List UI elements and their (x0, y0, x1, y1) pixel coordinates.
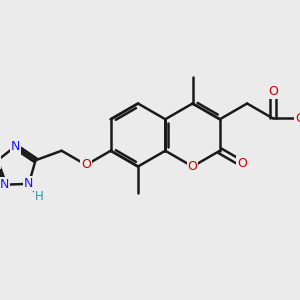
Text: O: O (237, 157, 247, 170)
Text: N: N (0, 155, 1, 168)
Text: O: O (188, 160, 197, 173)
Text: O: O (81, 158, 91, 171)
Text: N: N (24, 177, 34, 190)
Text: H: H (34, 190, 43, 203)
Text: N: N (0, 178, 9, 191)
Text: N: N (11, 140, 20, 153)
Text: O: O (295, 112, 300, 125)
Text: O: O (268, 85, 278, 98)
